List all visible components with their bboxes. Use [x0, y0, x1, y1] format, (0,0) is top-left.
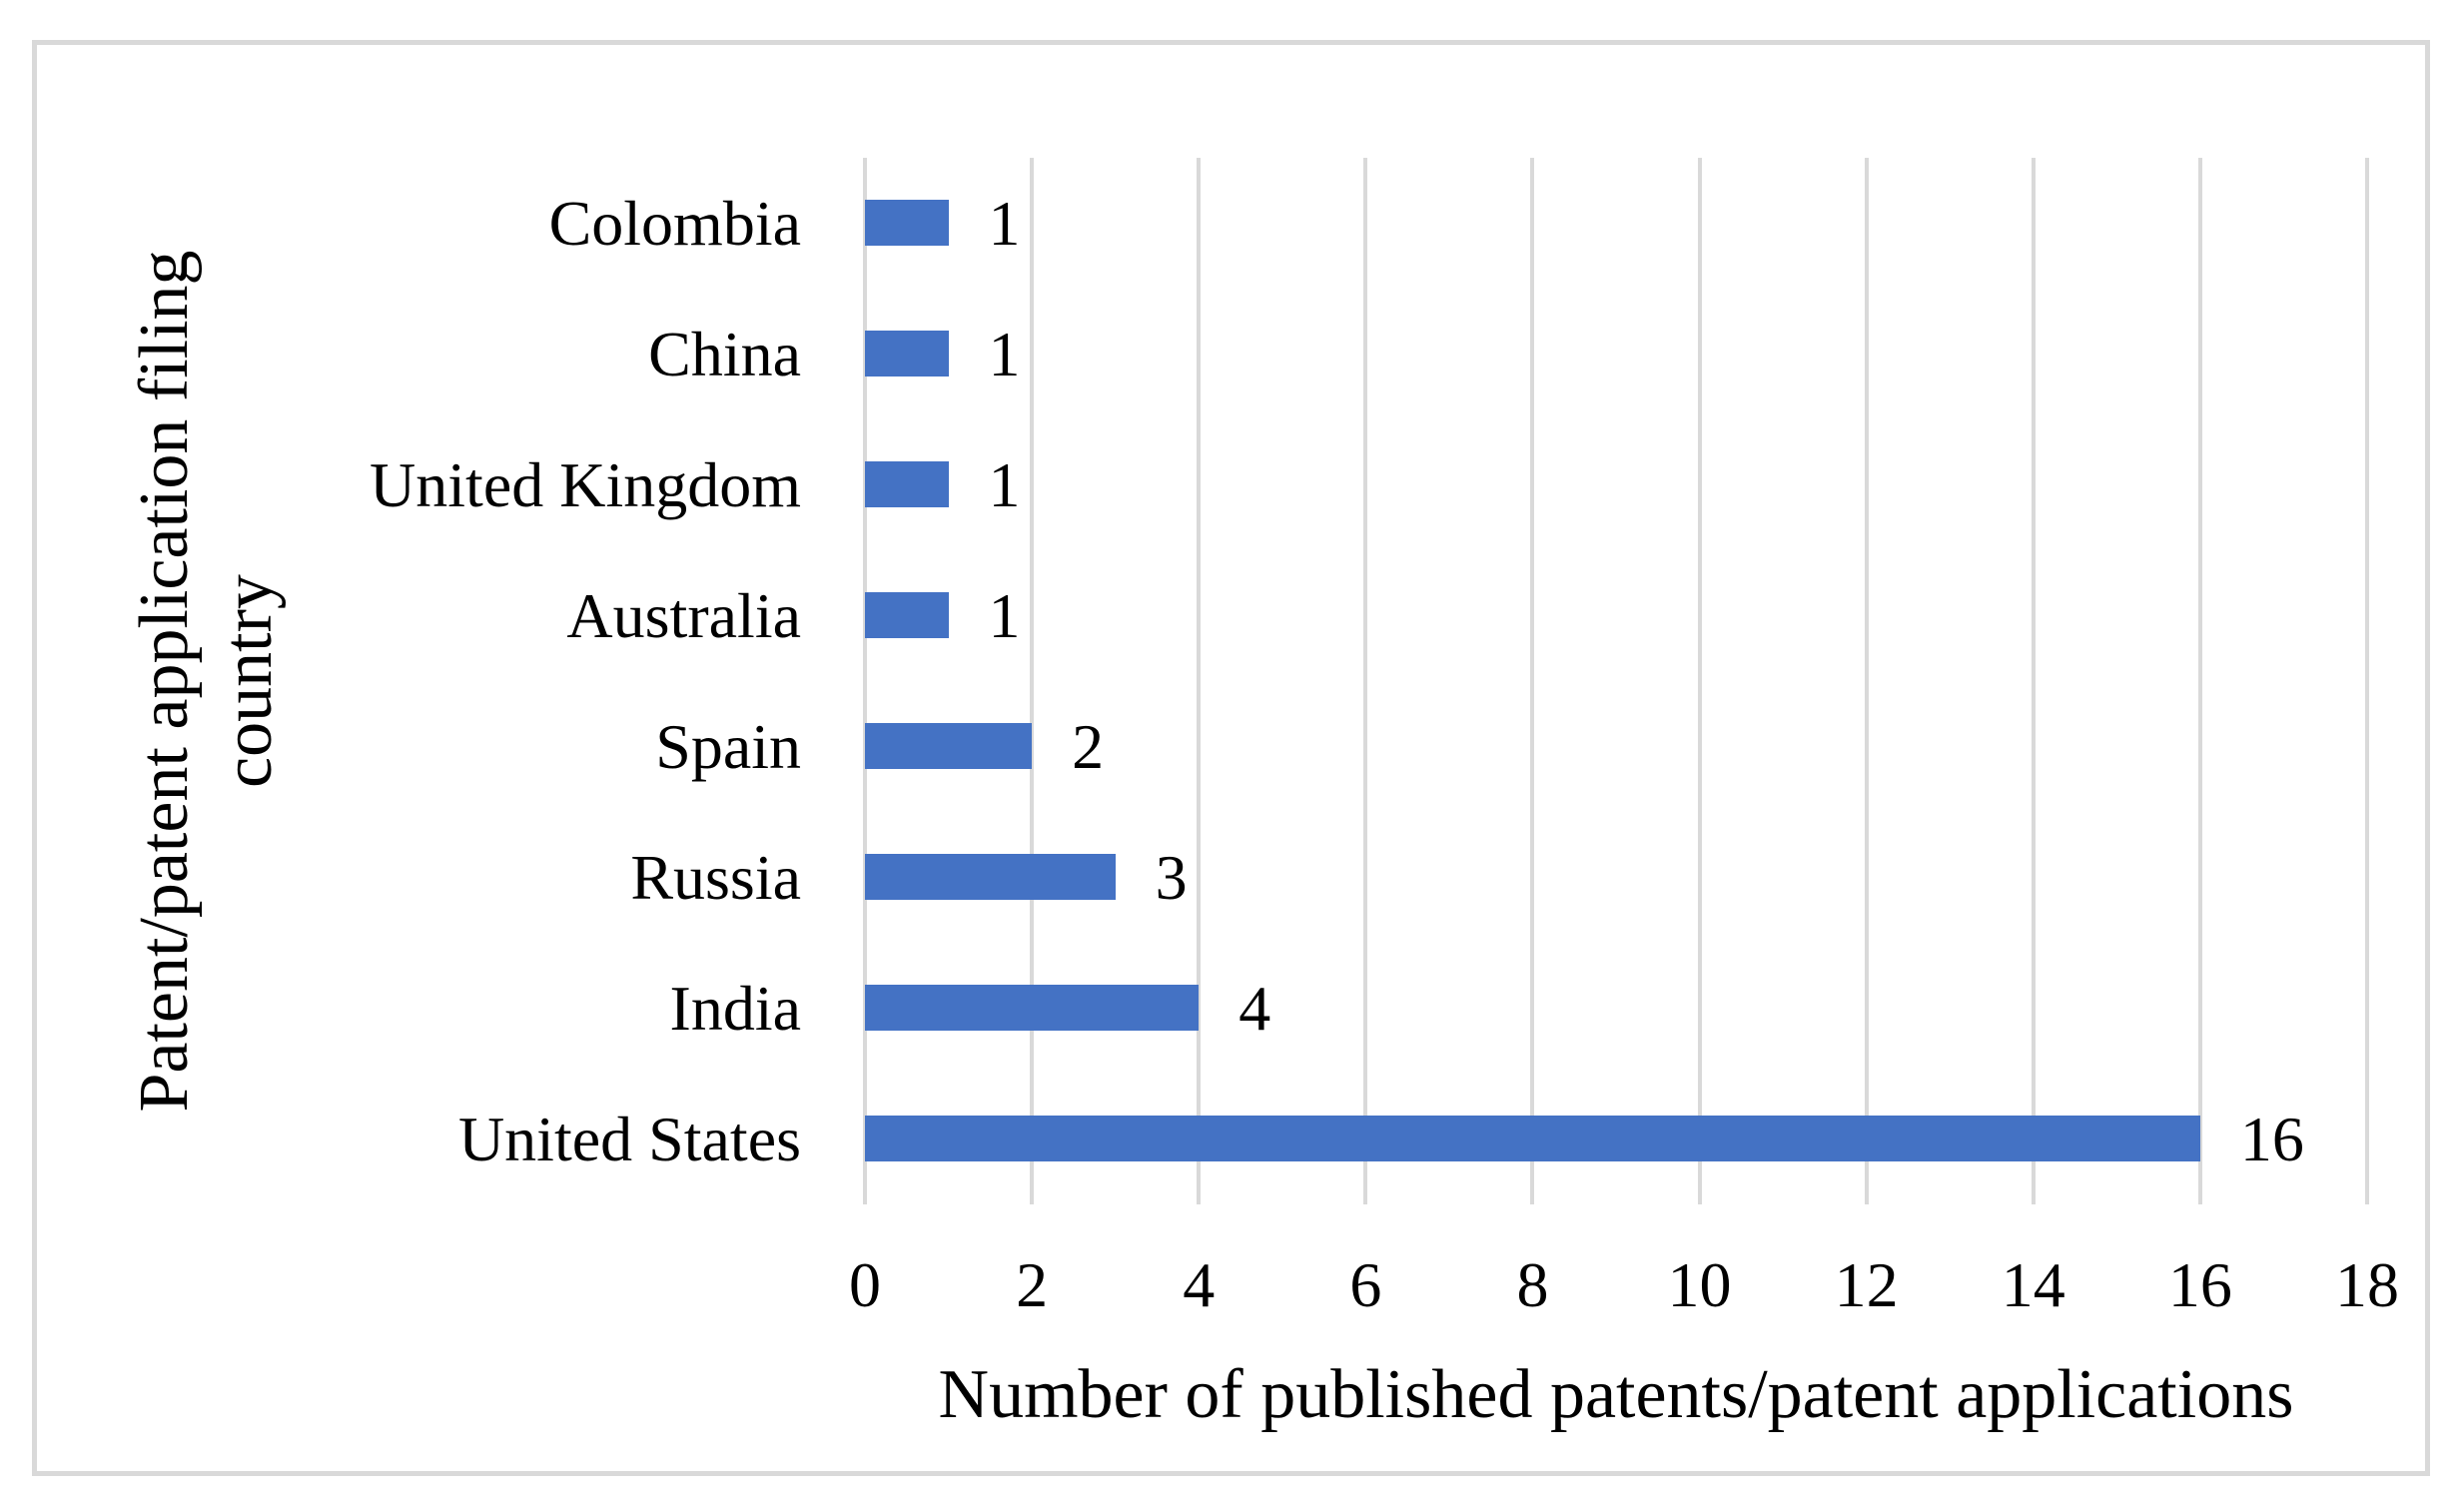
gridline: [2031, 158, 2036, 1204]
category-label: Russia: [630, 841, 801, 913]
category-label: Australia: [566, 579, 801, 651]
category-label: Colombia: [548, 187, 801, 259]
value-label: 1: [988, 187, 1021, 259]
bar: [865, 461, 949, 507]
gridline: [1363, 158, 1368, 1204]
x-axis-title: Number of published patents/patent appli…: [938, 1356, 2294, 1433]
bar-row: United Kingdom 1: [370, 419, 2367, 550]
gridline: [1530, 158, 1535, 1204]
value-label: 3: [1155, 841, 1188, 913]
category-label: China: [648, 318, 801, 389]
bar: [865, 985, 1200, 1031]
bar: [865, 331, 949, 377]
bar-row: Russia 3: [630, 812, 2367, 943]
chart-frame: Patent/patent application filing country…: [32, 40, 2430, 1476]
gridline: [2365, 158, 2369, 1204]
value-label: 1: [988, 579, 1021, 651]
gridline: [1864, 158, 1869, 1204]
plot-area: Colombia 1 China 1 United Kingdom 1 Australia 1…: [370, 158, 2369, 1204]
bar-row: Colombia 1: [549, 158, 2367, 289]
y-axis-title-line-2: country: [210, 574, 287, 788]
x-tick-label: 2: [1016, 1249, 1049, 1320]
bar-row: Australia 1: [566, 550, 2367, 681]
bar-row: United States 16: [458, 1074, 2367, 1204]
bar: [865, 723, 1033, 769]
category-label: United States: [457, 1103, 801, 1174]
gridline: [1197, 158, 1202, 1204]
value-label: 1: [988, 318, 1021, 389]
bar-row: Spain 2: [655, 681, 2367, 812]
value-label: 1: [988, 448, 1021, 520]
x-tick-label: 14: [2001, 1249, 2065, 1320]
gridline: [863, 158, 867, 1204]
x-tick-label: 4: [1183, 1249, 1216, 1320]
bar: [865, 854, 1116, 900]
bar: [865, 1116, 2200, 1161]
y-axis-title: Patent/patent application filing country: [123, 250, 291, 1112]
category-label: Spain: [655, 710, 801, 782]
bar: [865, 592, 949, 638]
x-tick-label: 10: [1667, 1249, 1732, 1320]
x-tick-label: 0: [849, 1249, 881, 1320]
x-axis-tick-labels: 0 2 4 6 8 10 12 14 16 18: [849, 1248, 2399, 1328]
category-label: United Kingdom: [370, 448, 801, 520]
value-label: 2: [1072, 710, 1105, 782]
value-label: 4: [1238, 972, 1271, 1044]
bar-row: India 4: [670, 943, 2367, 1074]
x-tick-label: 12: [1834, 1249, 1899, 1320]
y-axis-title-line-1: Patent/patent application filing: [126, 250, 203, 1113]
gridline: [1697, 158, 1702, 1204]
bar-row: China 1: [648, 289, 2367, 419]
value-label: 16: [2239, 1103, 2304, 1174]
x-tick-label: 6: [1349, 1249, 1382, 1320]
x-tick-label: 18: [2335, 1249, 2399, 1320]
category-label: India: [669, 972, 802, 1044]
bar: [865, 200, 949, 246]
gridline: [2197, 158, 2202, 1204]
x-tick-label: 8: [1516, 1249, 1549, 1320]
x-tick-label: 16: [2167, 1249, 2232, 1320]
gridline: [1030, 158, 1035, 1204]
